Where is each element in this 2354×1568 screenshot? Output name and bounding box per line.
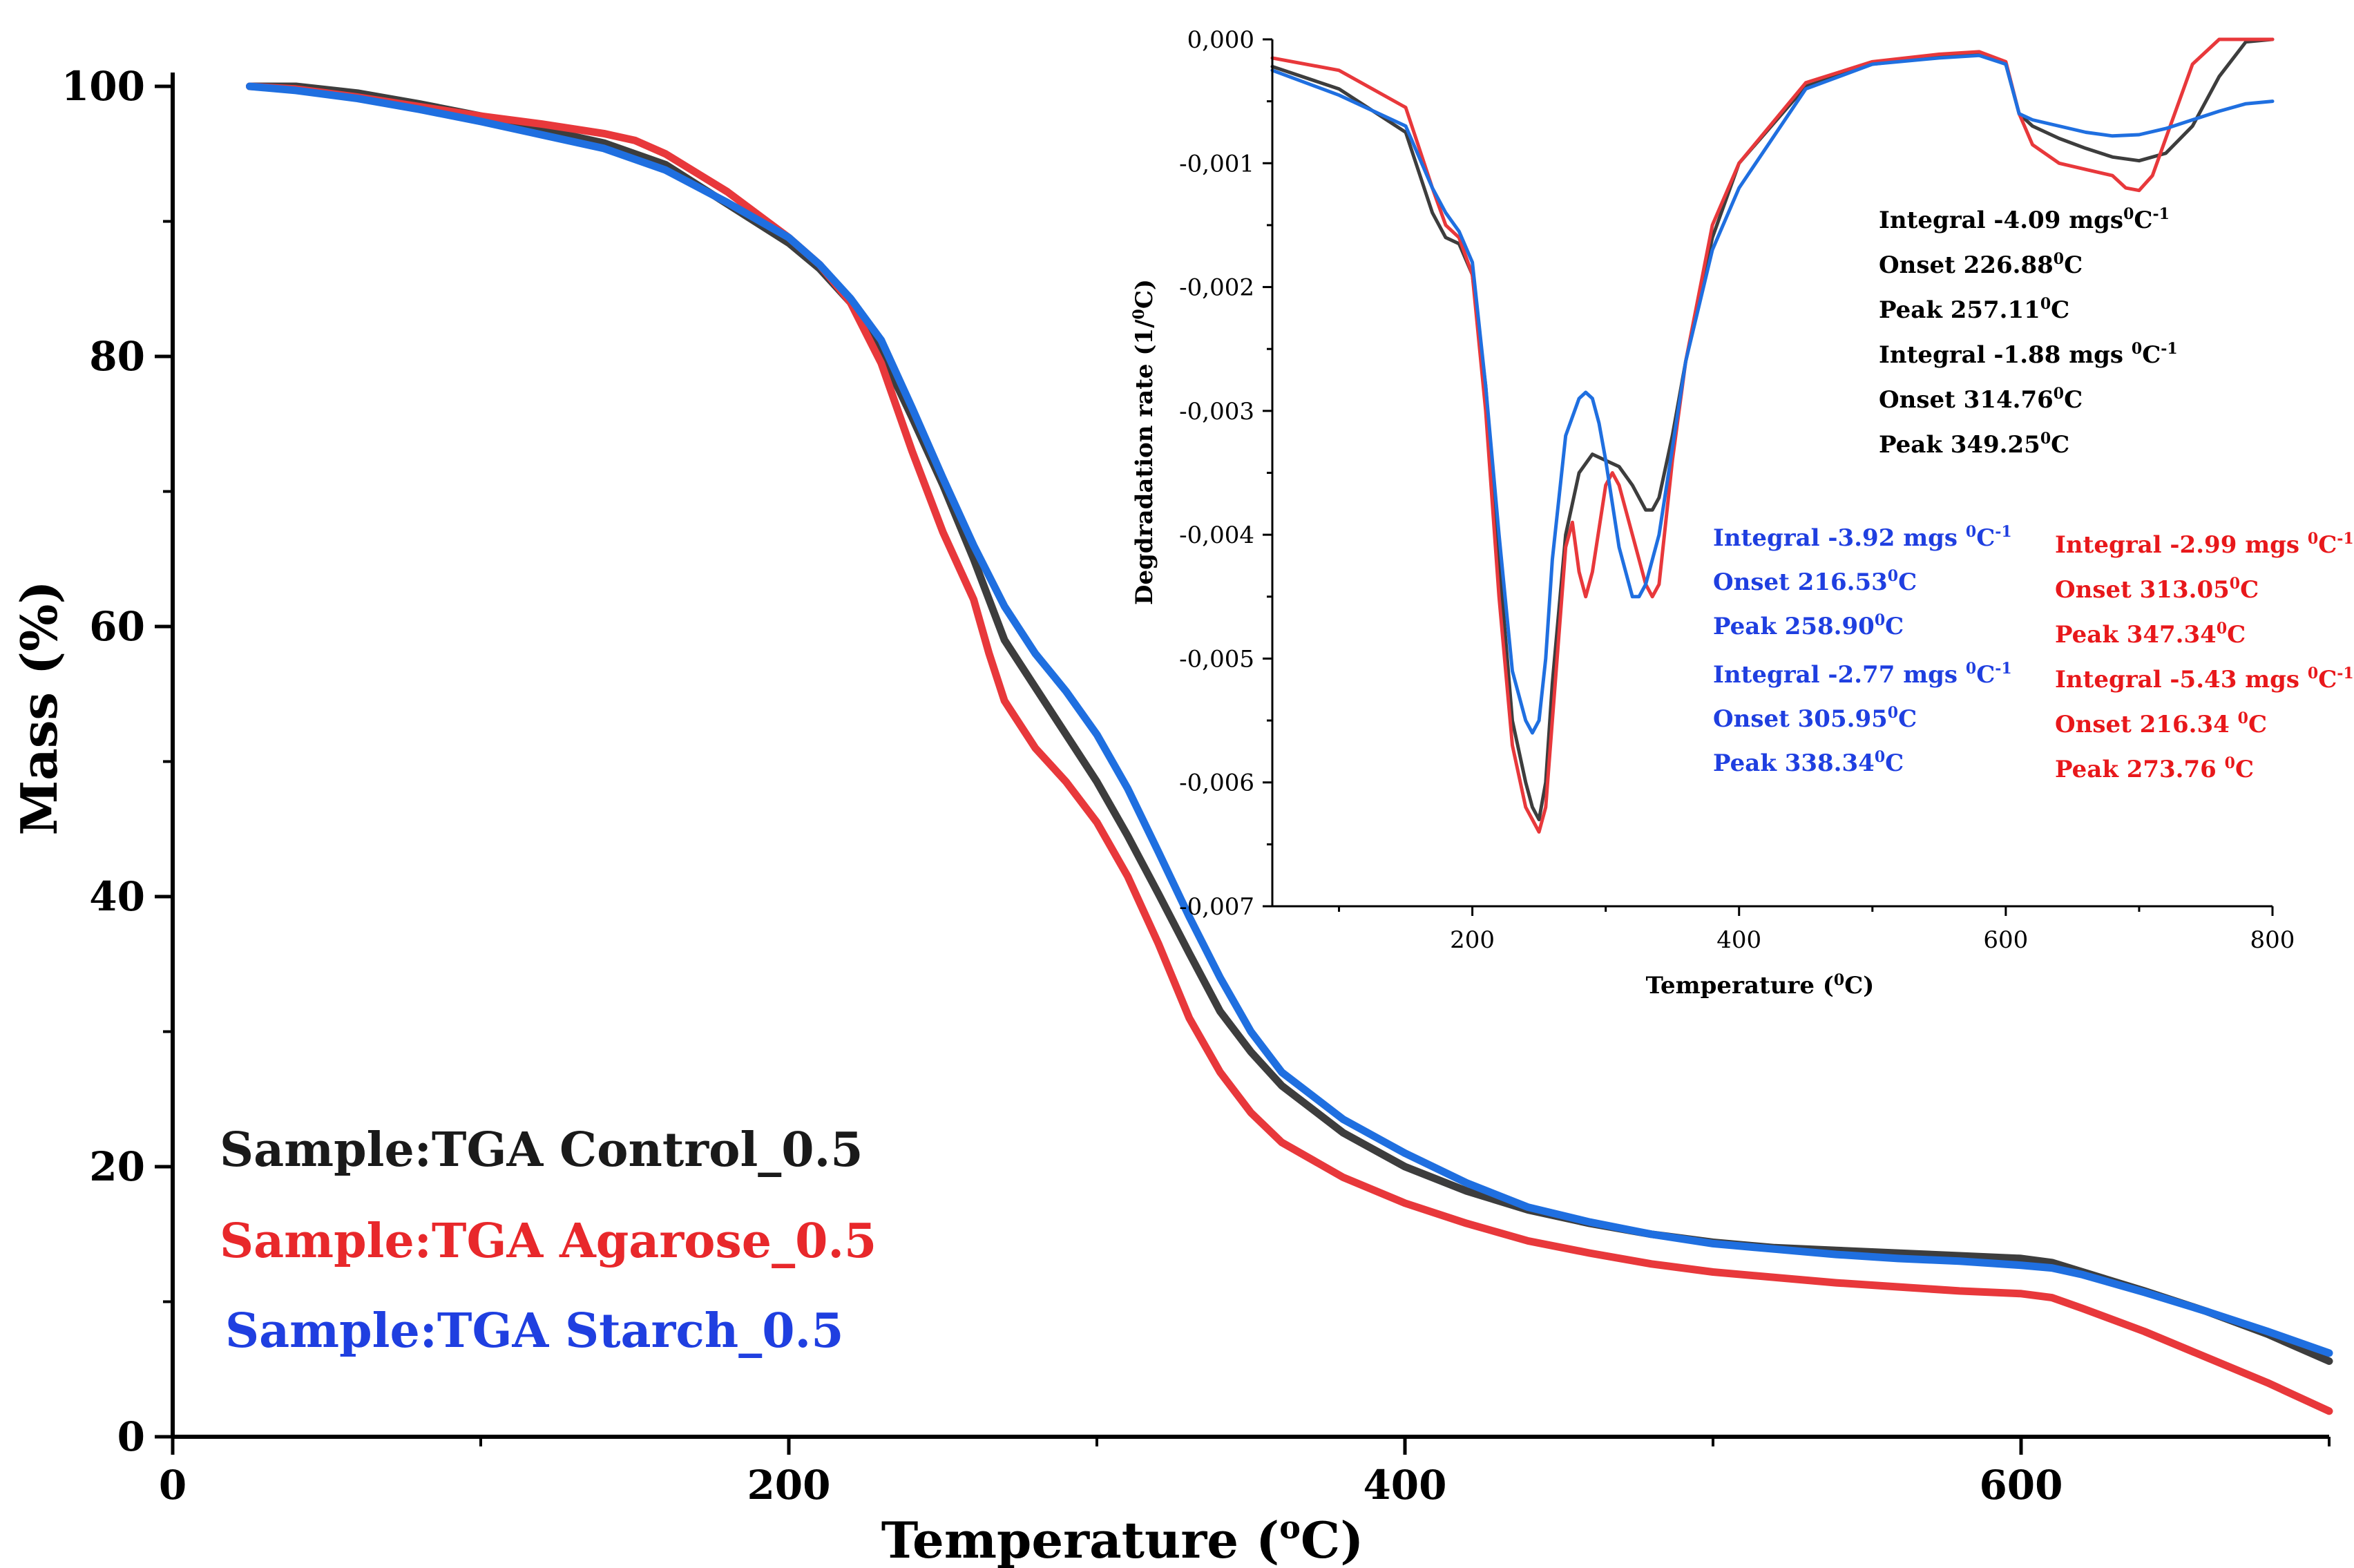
main-series-group xyxy=(246,82,2333,1415)
inset-y-tick-label: -0,004 xyxy=(1179,522,1254,549)
main-plot: 0 200 400 600 0 20 40 60 80 100 Mass (%) Temperat… xyxy=(10,63,2333,1568)
inset-y-tick-label: -0,005 xyxy=(1179,645,1254,673)
annotation-line: Peak 273.76 0C xyxy=(2055,754,2254,783)
main-x-axis-title-sup: o xyxy=(1279,1509,1301,1546)
legend-entry-control: Sample:TGA Control_0.5 xyxy=(220,1122,863,1178)
main-ticks: 0 200 400 600 0 20 40 60 80 100 xyxy=(61,63,2331,1509)
inset-series-line-2 xyxy=(1270,53,2275,735)
annotation-line: Peak 338.340C xyxy=(1713,748,1904,777)
legend-entry-starch: Sample:TGA Starch_0.5 xyxy=(225,1303,844,1359)
main-y-tick-label: 40 xyxy=(89,873,145,920)
annotation-line: Integral -1.88 mgs 0C-1 xyxy=(1879,340,2178,369)
annotation-line: Peak 349.250C xyxy=(1879,430,2069,459)
annotation-line: Peak 257.110C xyxy=(1879,295,2069,324)
main-series-line-1 xyxy=(246,82,2333,1415)
inset-x-tick-label: 200 xyxy=(1450,926,1495,954)
main-y-tick-label: 100 xyxy=(61,63,145,110)
main-y-axis-title: Mass (%) xyxy=(10,580,68,835)
main-x-tick-label: 200 xyxy=(747,1462,830,1509)
annotation-line: Integral -2.99 mgs 0C-1 xyxy=(2055,530,2354,559)
inset-x-tick-label: 600 xyxy=(1983,926,2028,954)
annotation-line: Integral -3.92 mgs 0C-1 xyxy=(1713,523,2012,552)
annotation-line: Onset 216.34 0C xyxy=(2055,709,2267,738)
inset-y-tick-label: -0,002 xyxy=(1179,274,1254,302)
legend-entry-agarose: Sample:TGA Agarose_0.5 xyxy=(220,1214,877,1269)
annotation-line: Onset 216.530C xyxy=(1713,567,1917,596)
annotation-line: Onset 226.880C xyxy=(1879,250,2083,279)
annotation-line: Onset 314.760C xyxy=(1879,385,2083,414)
inset-ticks: 200 400 600 800 0,000 -0,001 -0,002 -0,003 -0,00… xyxy=(1179,26,2295,954)
inset-x-axis-title-text: Temperature ( xyxy=(1646,972,1834,1000)
annotation-line: Onset 305.950C xyxy=(1713,704,1917,733)
inset-plot: 200 400 600 800 0,000 -0,001 -0,002 -0,003 -0,00… xyxy=(1130,26,2354,1000)
main-y-tick-label: 80 xyxy=(89,333,145,380)
inset-x-axis-title-sup: 0 xyxy=(1834,971,1844,989)
inset-background xyxy=(1272,28,2281,905)
main-y-tick-label: 60 xyxy=(89,603,145,650)
inset-x-axis-title-suffix: C) xyxy=(1844,972,1874,1000)
main-y-tick-label: 20 xyxy=(89,1143,145,1190)
main-x-axis-title: Temperature (oC) xyxy=(881,1509,1364,1568)
inset-y-tick-label: -0,006 xyxy=(1179,769,1254,797)
inset-y-tick-label: -0,003 xyxy=(1179,398,1254,426)
main-series-line-2 xyxy=(246,82,2333,1357)
annotation-line: Peak 347.340C xyxy=(2055,620,2246,649)
main-axes xyxy=(171,73,2329,1439)
annotation-line: Integral -5.43 mgs 0C-1 xyxy=(2055,665,2354,694)
inset-y-axis-title: Degdradation rate (1/0C) xyxy=(1130,279,1158,605)
annotation-line: Peak 258.900C xyxy=(1713,611,1904,640)
inset-x-axis-title: Temperature (0C) xyxy=(1646,971,1875,1000)
main-x-axis-title-text: Temperature ( xyxy=(881,1511,1280,1568)
inset-y-axis-title-sup: 0 xyxy=(1130,309,1148,319)
inset-x-tick-label: 800 xyxy=(2250,926,2295,954)
inset-series-group xyxy=(1270,37,2275,834)
inset-y-tick-label: -0,001 xyxy=(1179,150,1254,178)
main-x-tick-label: 600 xyxy=(1979,1462,2063,1509)
inset-y-tick-label: 0,000 xyxy=(1187,26,1254,54)
inset-y-tick-label: -0,007 xyxy=(1179,893,1254,921)
legend: Sample:TGA Control_0.5 Sample:TGA Agaros… xyxy=(220,1122,877,1359)
annotation-line: Integral -2.77 mgs 0C-1 xyxy=(1713,660,2012,689)
annotation-line: Onset 313.050C xyxy=(2055,575,2259,604)
main-x-tick-label: 400 xyxy=(1363,1462,1446,1509)
main-x-tick-label: 0 xyxy=(159,1462,186,1509)
main-y-tick-label: 0 xyxy=(117,1413,145,1460)
inset-y-axis-title-suffix: C) xyxy=(1131,279,1158,309)
inset-y-axis-title-text: Degdradation rate (1/ xyxy=(1131,319,1158,605)
main-x-axis-title-suffix: C) xyxy=(1301,1511,1363,1568)
annotation-line: Integral -4.09 mgs0C-1 xyxy=(1879,205,2170,234)
inset-x-tick-label: 400 xyxy=(1716,926,1761,954)
inset-annotations: Integral -4.09 mgs0C-1 Onset 226.880C Peak… xyxy=(1713,205,2354,783)
